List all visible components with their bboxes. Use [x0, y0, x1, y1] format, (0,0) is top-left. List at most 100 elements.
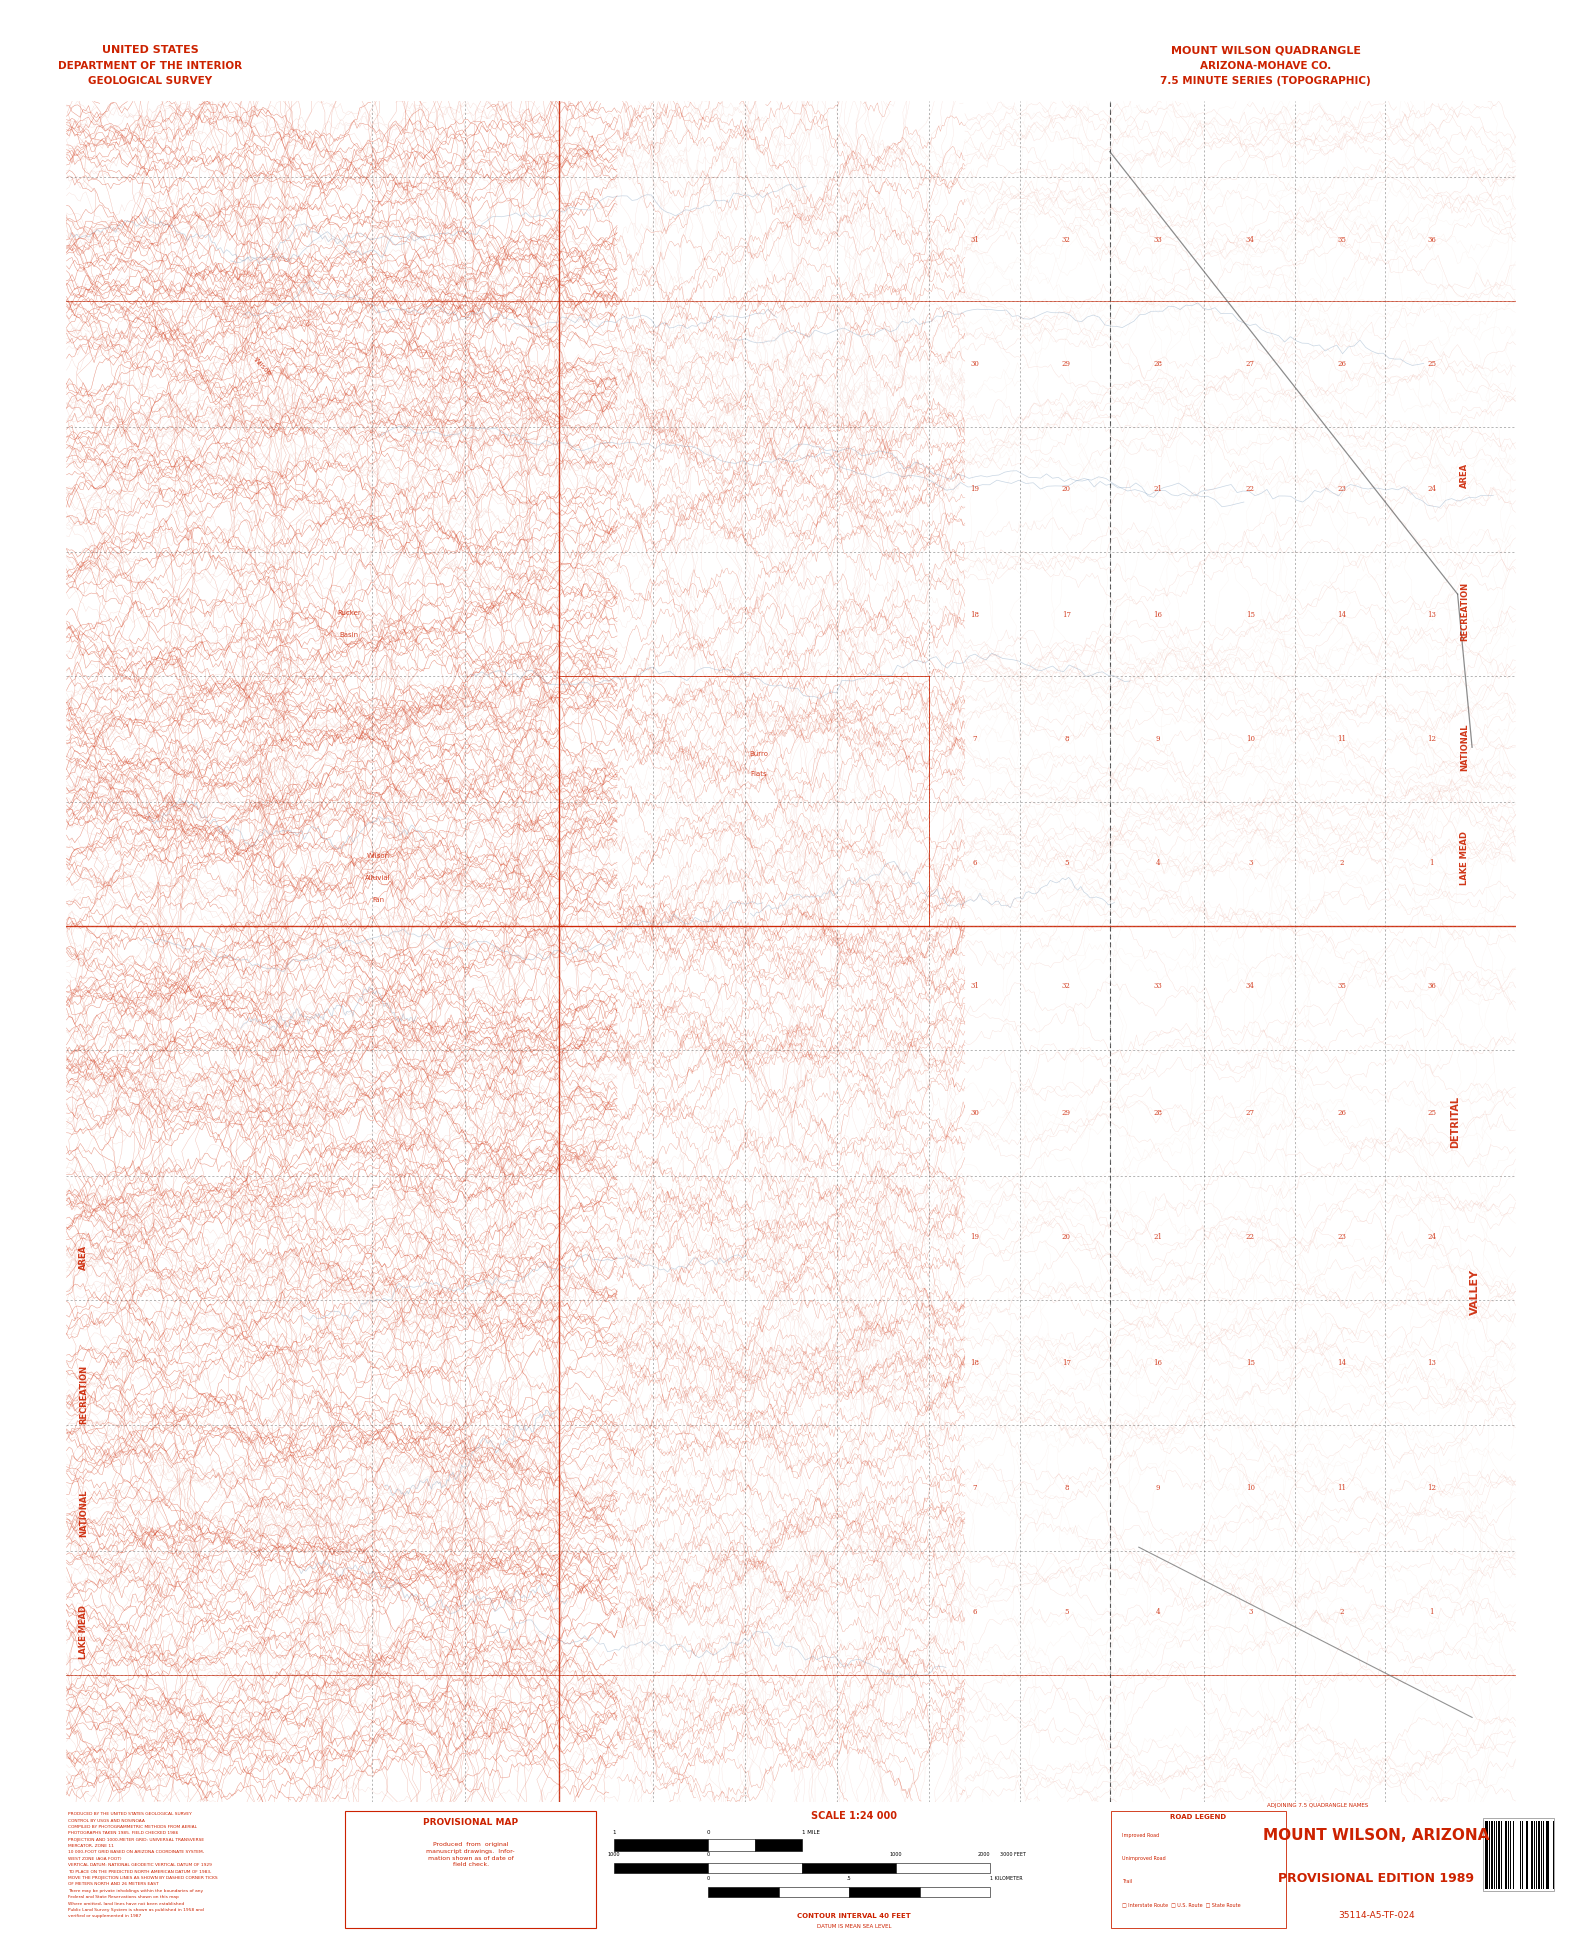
Bar — [614, 1839, 709, 1851]
Text: 18: 18 — [970, 1360, 979, 1367]
Text: 2: 2 — [1340, 859, 1345, 866]
Text: verified or supplemented in 1987: verified or supplemented in 1987 — [68, 1915, 141, 1919]
Text: PHOTOGRAPHS TAKEN 1985. FIELD CHECKED 1986: PHOTOGRAPHS TAKEN 1985. FIELD CHECKED 19… — [68, 1831, 179, 1835]
Text: 7.5 MINUTE SERIES (TOPOGRAPHIC): 7.5 MINUTE SERIES (TOPOGRAPHIC) — [1160, 75, 1372, 85]
Text: □ Interstate Route  □ U.S. Route  □ State Route: □ Interstate Route □ U.S. Route □ State … — [1122, 1903, 1240, 1907]
Text: 28: 28 — [1153, 1110, 1163, 1118]
Text: 15: 15 — [1247, 1360, 1255, 1367]
Text: 3000 FEET: 3000 FEET — [1000, 1853, 1027, 1857]
Text: OF METERS NORTH AND 26 METERS EAST: OF METERS NORTH AND 26 METERS EAST — [68, 1882, 158, 1886]
Text: 35114-A5-TF-024: 35114-A5-TF-024 — [1338, 1911, 1414, 1920]
Text: Unimproved Road: Unimproved Road — [1122, 1857, 1166, 1861]
Text: 6: 6 — [973, 859, 978, 866]
Text: 28: 28 — [1153, 360, 1163, 367]
Text: 25: 25 — [1427, 1110, 1436, 1118]
Text: 14: 14 — [1337, 1360, 1346, 1367]
Text: 26: 26 — [1337, 360, 1346, 367]
Text: 1: 1 — [612, 1830, 615, 1835]
Text: Basin: Basin — [340, 632, 359, 638]
Text: MOVE THE PROJECTION LINES AS SHOWN BY DASHED CORNER TICKS: MOVE THE PROJECTION LINES AS SHOWN BY DA… — [68, 1876, 218, 1880]
Text: RECREATION: RECREATION — [1460, 582, 1470, 640]
Text: 1000: 1000 — [607, 1853, 620, 1857]
Text: 7: 7 — [973, 1483, 978, 1491]
Text: 31: 31 — [971, 236, 979, 244]
Bar — [850, 1888, 919, 1897]
Text: CONTOUR INTERVAL 40 FEET: CONTOUR INTERVAL 40 FEET — [797, 1913, 911, 1919]
Text: DATUM IS MEAN SEA LEVEL: DATUM IS MEAN SEA LEVEL — [816, 1924, 892, 1928]
Text: 6: 6 — [973, 1607, 978, 1617]
Text: VERTICAL DATUM: NATIONAL GEODETIC VERTICAL DATUM OF 1929: VERTICAL DATUM: NATIONAL GEODETIC VERTIC… — [68, 1862, 212, 1866]
Text: 23: 23 — [1337, 1234, 1346, 1242]
Text: 29: 29 — [1062, 1110, 1071, 1118]
Text: 3: 3 — [1248, 1607, 1253, 1617]
Bar — [919, 1888, 990, 1897]
Text: Trail: Trail — [1122, 1880, 1133, 1884]
Text: 33: 33 — [1153, 982, 1163, 990]
Text: 7: 7 — [973, 735, 978, 743]
Text: 27: 27 — [1247, 1110, 1255, 1118]
Text: 18: 18 — [970, 611, 979, 619]
Text: 1000: 1000 — [889, 1853, 902, 1857]
Text: DETRITAL: DETRITAL — [1449, 1097, 1460, 1147]
Text: 10: 10 — [1247, 1483, 1255, 1491]
Text: 1 MILE: 1 MILE — [802, 1830, 819, 1835]
Text: Produced  from  original
manuscript drawings.  Infor-
mation shown as of date of: Produced from original manuscript drawin… — [426, 1843, 516, 1866]
Text: 9: 9 — [1155, 1483, 1160, 1491]
Text: Wilson: Wilson — [252, 356, 272, 377]
Text: 33: 33 — [1153, 236, 1163, 244]
Text: 35: 35 — [1337, 236, 1346, 244]
Text: 20: 20 — [1062, 1234, 1071, 1242]
Text: ARIZONA-MOHAVE CO.: ARIZONA-MOHAVE CO. — [1201, 60, 1330, 70]
Text: Burro: Burro — [750, 750, 769, 756]
Text: 2000: 2000 — [978, 1853, 990, 1857]
Text: 23: 23 — [1337, 485, 1346, 493]
Text: 3: 3 — [1248, 859, 1253, 866]
Text: 17: 17 — [1062, 611, 1071, 619]
Bar — [614, 1862, 709, 1872]
Text: ADJOINING 7.5 QUADRANGLE NAMES: ADJOINING 7.5 QUADRANGLE NAMES — [1267, 1802, 1368, 1808]
Text: 19: 19 — [970, 1234, 979, 1242]
Text: DEPARTMENT OF THE INTERIOR: DEPARTMENT OF THE INTERIOR — [59, 60, 242, 70]
Text: NATIONAL: NATIONAL — [79, 1489, 89, 1538]
Text: 24: 24 — [1427, 485, 1436, 493]
Text: Fan: Fan — [372, 897, 384, 903]
Text: 11: 11 — [1337, 1483, 1346, 1491]
Text: 13: 13 — [1427, 611, 1436, 619]
Bar — [895, 1862, 990, 1872]
Text: PROVISIONAL MAP: PROVISIONAL MAP — [422, 1818, 519, 1828]
Text: 10: 10 — [1247, 735, 1255, 743]
Text: 21: 21 — [1153, 1234, 1163, 1242]
Text: 8: 8 — [1065, 1483, 1068, 1491]
Text: 35: 35 — [1337, 982, 1346, 990]
Text: 30: 30 — [971, 1110, 979, 1118]
Bar — [802, 1862, 895, 1872]
Text: 19: 19 — [970, 485, 979, 493]
Bar — [778, 1888, 850, 1897]
Text: 30: 30 — [971, 360, 979, 367]
Text: Federal and State Reservations shown on this map: Federal and State Reservations shown on … — [68, 1895, 179, 1899]
Text: 34: 34 — [1247, 236, 1255, 244]
Bar — [709, 1862, 802, 1872]
Text: 36: 36 — [1427, 236, 1436, 244]
Text: RECREATION: RECREATION — [79, 1365, 89, 1423]
Bar — [709, 1839, 755, 1851]
Text: COMPILED BY PHOTOGRAMMETRIC METHODS FROM AERIAL: COMPILED BY PHOTOGRAMMETRIC METHODS FROM… — [68, 1826, 198, 1830]
Text: NATIONAL: NATIONAL — [1460, 723, 1470, 772]
Text: Flats: Flats — [751, 772, 767, 777]
Text: 13: 13 — [1427, 1360, 1436, 1367]
Text: 11: 11 — [1337, 735, 1346, 743]
Text: 34: 34 — [1247, 982, 1255, 990]
Text: 22: 22 — [1247, 485, 1255, 493]
Text: 26: 26 — [1337, 1110, 1346, 1118]
Text: .5: .5 — [846, 1876, 851, 1882]
Text: LAKE MEAD: LAKE MEAD — [1460, 832, 1470, 886]
Text: 1: 1 — [1429, 859, 1433, 866]
Bar — [755, 1839, 802, 1851]
Text: Wilson: Wilson — [367, 853, 389, 859]
Text: 16: 16 — [1153, 611, 1163, 619]
Text: PROVISIONAL EDITION 1989: PROVISIONAL EDITION 1989 — [1278, 1872, 1474, 1886]
Bar — [709, 1888, 778, 1897]
Text: 2: 2 — [1340, 1607, 1345, 1617]
Text: 5: 5 — [1065, 1607, 1068, 1617]
Text: 15: 15 — [1247, 611, 1255, 619]
